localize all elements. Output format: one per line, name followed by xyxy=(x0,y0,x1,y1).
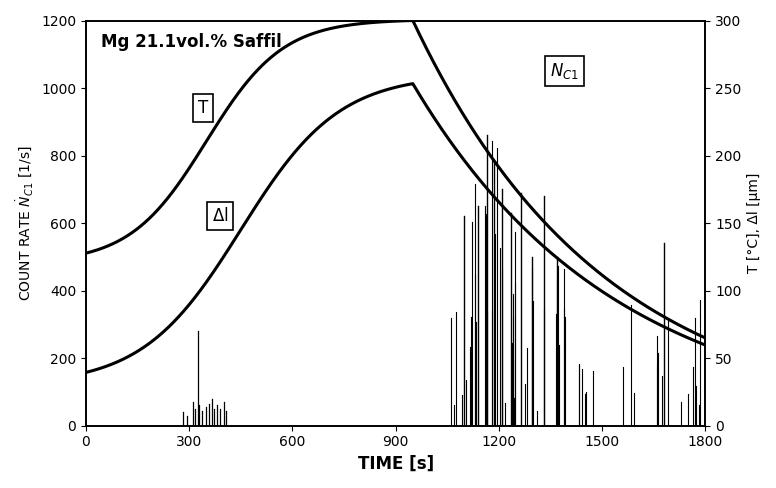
Y-axis label: COUNT RATE $\dot{N}_{C1}$ [1/s]: COUNT RATE $\dot{N}_{C1}$ [1/s] xyxy=(15,145,36,301)
Text: Mg 21.1vol.% Saffil: Mg 21.1vol.% Saffil xyxy=(102,33,282,51)
Text: T: T xyxy=(198,99,208,117)
Text: $\Delta$l: $\Delta$l xyxy=(212,207,228,225)
Y-axis label: T [°C], Δl [μm]: T [°C], Δl [μm] xyxy=(747,173,761,273)
X-axis label: TIME [s]: TIME [s] xyxy=(358,455,434,473)
Text: $N_{C1}$: $N_{C1}$ xyxy=(549,61,579,81)
